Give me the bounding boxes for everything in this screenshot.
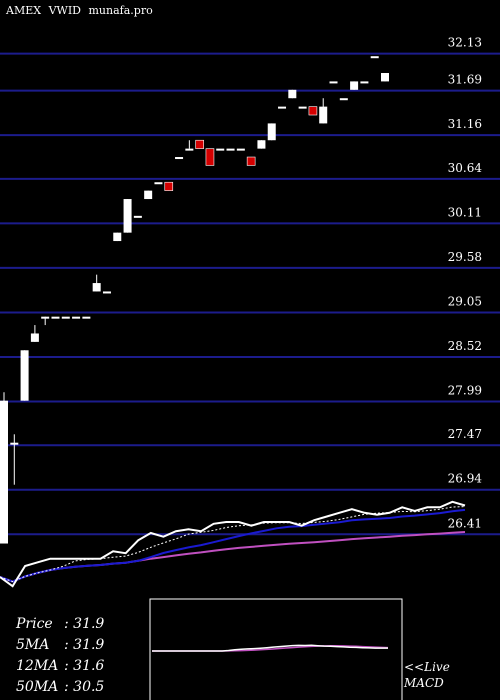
y-tick-label: 29.05 [448, 294, 482, 308]
macd-panel-border [149, 598, 403, 700]
y-axis-ticks: 32.13 31.69 31.16 30.64 30.11 29.58 29.05 28.52… [448, 36, 483, 531]
candle-body [41, 316, 50, 319]
ma12-readout: 12MA: 31.6 [16, 658, 104, 674]
candle-body [175, 157, 184, 160]
ma12-label: 12MA [16, 658, 58, 674]
y-tick-label: 26.94 [448, 472, 483, 486]
symbol-label: VWID [48, 4, 82, 17]
price-value: 31.9 [73, 616, 104, 632]
candle-body [216, 148, 225, 151]
y-tick-label: 28.52 [448, 339, 482, 353]
macd-lines [152, 644, 389, 652]
y-tick-label: 27.99 [448, 384, 482, 398]
candle-body [339, 98, 348, 101]
candle-body [329, 81, 338, 84]
candle-body [360, 81, 369, 84]
candle-body [72, 316, 81, 319]
chart-title: AMEX VWID munafa.pro [5, 4, 153, 17]
y-tick-label: 30.64 [448, 161, 483, 175]
price-line [0, 500, 466, 588]
candle-body [185, 148, 194, 151]
candle-body [113, 232, 122, 242]
candle-body [133, 215, 142, 218]
candle-body [51, 316, 60, 319]
candle-body [10, 442, 19, 445]
price-value-prefix: : [64, 616, 73, 632]
ma5-readout: 5MA: 31.9 [16, 637, 104, 653]
candle-body [308, 106, 318, 116]
candle-body [82, 316, 91, 319]
candle-body [144, 190, 153, 200]
price-readout: Price: 31.9 [15, 616, 104, 632]
candle-body [164, 181, 174, 191]
ma50-readout: 50MA: 30.5 [16, 679, 104, 695]
candle-body [267, 123, 276, 141]
ma5-value-prefix: : [64, 637, 73, 653]
indicator-readouts: Price: 31.9 5MA: 31.9 12MA: 31.6 50MA: 3… [15, 616, 104, 695]
candle-body [61, 316, 70, 319]
grid-lines [0, 52, 500, 536]
candle-body [257, 140, 266, 149]
candle-body [205, 148, 215, 166]
y-tick-label: 27.47 [448, 427, 482, 441]
macd-line [152, 644, 388, 652]
candle-body [195, 139, 204, 149]
candle-body [226, 148, 235, 151]
ma5-label: 5MA [16, 637, 49, 653]
y-tick-label: 30.11 [448, 205, 482, 219]
ma50-value-prefix: : [64, 679, 73, 695]
candle-body [381, 73, 389, 82]
site-label: munafa.pro [89, 4, 154, 17]
macd-signal-line [152, 645, 389, 652]
candle-body [319, 106, 328, 124]
exchange-label: AMEX [5, 4, 41, 17]
candle-body [30, 333, 39, 342]
y-tick-label: 31.69 [448, 73, 482, 87]
candle-body [370, 56, 379, 59]
candle-body [123, 199, 132, 233]
ma50-line [0, 531, 466, 583]
y-tick-label: 26.41 [448, 516, 482, 530]
macd-label: MACD [403, 676, 444, 690]
candles [0, 56, 389, 544]
candle-body [92, 283, 101, 292]
live-label: <<Live [404, 660, 450, 674]
candle-body [236, 148, 245, 151]
ma50-value: 30.5 [73, 679, 104, 695]
candle-body [288, 89, 297, 99]
ma5-value: 31.9 [73, 637, 104, 653]
indicator-lines [0, 500, 466, 588]
ma12-line [0, 508, 466, 583]
candle-body [298, 106, 307, 109]
candle-body [20, 350, 29, 401]
candle-body [246, 156, 256, 166]
price-label: Price [15, 616, 53, 632]
y-tick-label: 29.58 [448, 250, 482, 264]
candle-body [0, 400, 8, 544]
ma12-value-prefix: : [64, 658, 73, 674]
candle-body [350, 81, 359, 90]
y-tick-label: 32.13 [448, 36, 482, 50]
candle-body [154, 182, 163, 185]
y-tick-label: 31.16 [448, 117, 482, 131]
candle-body [278, 106, 287, 109]
ma50-label: 50MA [16, 679, 58, 695]
ma12-value: 31.6 [73, 658, 104, 674]
candle-body [102, 291, 111, 294]
